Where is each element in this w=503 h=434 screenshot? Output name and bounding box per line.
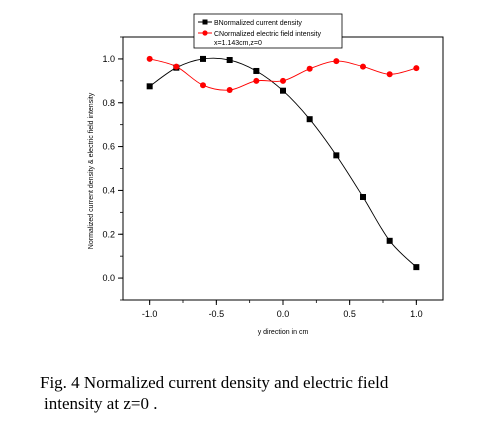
data-point-current-density: [146, 83, 153, 90]
legend-marker-square: [202, 19, 208, 25]
data-point-electric-field: [413, 65, 420, 72]
x-axis-label: y direction in cm: [258, 329, 309, 336]
x-tick-label: 0.0: [277, 309, 290, 319]
data-point-current-density: [306, 116, 313, 123]
data-point-current-density: [200, 55, 206, 62]
legend-label-current-density: BNormalized current density: [214, 20, 302, 27]
x-tick-label: 1.0: [410, 309, 423, 319]
data-point-current-density: [253, 67, 260, 74]
y-tick-label: 0.6: [102, 142, 115, 152]
data-point-current-density: [226, 57, 233, 64]
legend-marker-circle: [202, 30, 208, 36]
data-point-electric-field: [280, 77, 286, 84]
x-tick-label: 0.5: [343, 309, 356, 319]
y-tick-label: 1.0: [102, 54, 115, 64]
plot-frame: [122, 36, 444, 301]
caption-line-2: intensity at z=0 .: [44, 394, 158, 413]
series-line-1: [149, 58, 417, 91]
legend-box: [193, 13, 343, 49]
data-point-electric-field: [333, 58, 340, 65]
figure-caption: Fig. 4 Normalized current density and el…: [40, 372, 500, 414]
data-point-electric-field: [146, 55, 153, 62]
y-tick-label: 0.8: [102, 98, 115, 108]
x-tick-label: -0.5: [209, 309, 225, 319]
data-point-current-density: [280, 87, 286, 94]
axis-ticks: -1.0 -0.5 0.0 0.5 1.0 0.0 0.2 0.4 0.6 0.8 1.0: [102, 36, 423, 319]
data-point-current-density: [413, 264, 420, 271]
data-point-electric-field: [226, 87, 233, 94]
data-point-electric-field: [200, 82, 206, 89]
chart: -1.0 -0.5 0.0 0.5 1.0 0.0 0.2 0.4 0.6 0.8 1.0 y di…: [88, 13, 444, 336]
y-axis-label: Normalized current density & electric fi…: [88, 92, 95, 249]
data-point-electric-field: [306, 65, 313, 72]
data-point-electric-field: [253, 77, 260, 84]
data-point-electric-field: [173, 63, 180, 70]
x-tick-label: -1.0: [142, 309, 158, 319]
legend-label-electric-field: CNormalized electric field intensity: [214, 31, 321, 38]
data-point-current-density: [333, 152, 340, 159]
y-tick-label: 0.4: [102, 185, 115, 195]
legend: BNormalized current density CNormalized …: [193, 13, 343, 49]
data-point-current-density: [386, 237, 393, 244]
y-tick-label: 0.2: [102, 229, 115, 239]
data-point-electric-field: [386, 71, 393, 78]
data-markers: [146, 55, 420, 271]
y-tick-label: 0.0: [102, 273, 115, 283]
plot-axes: [122, 36, 444, 301]
caption-line-1: Fig. 4 Normalized current density and el…: [40, 373, 389, 392]
data-point-current-density: [360, 193, 366, 200]
data-point-electric-field: [360, 63, 366, 70]
legend-note: x=1.143cm,z=0: [214, 40, 262, 47]
